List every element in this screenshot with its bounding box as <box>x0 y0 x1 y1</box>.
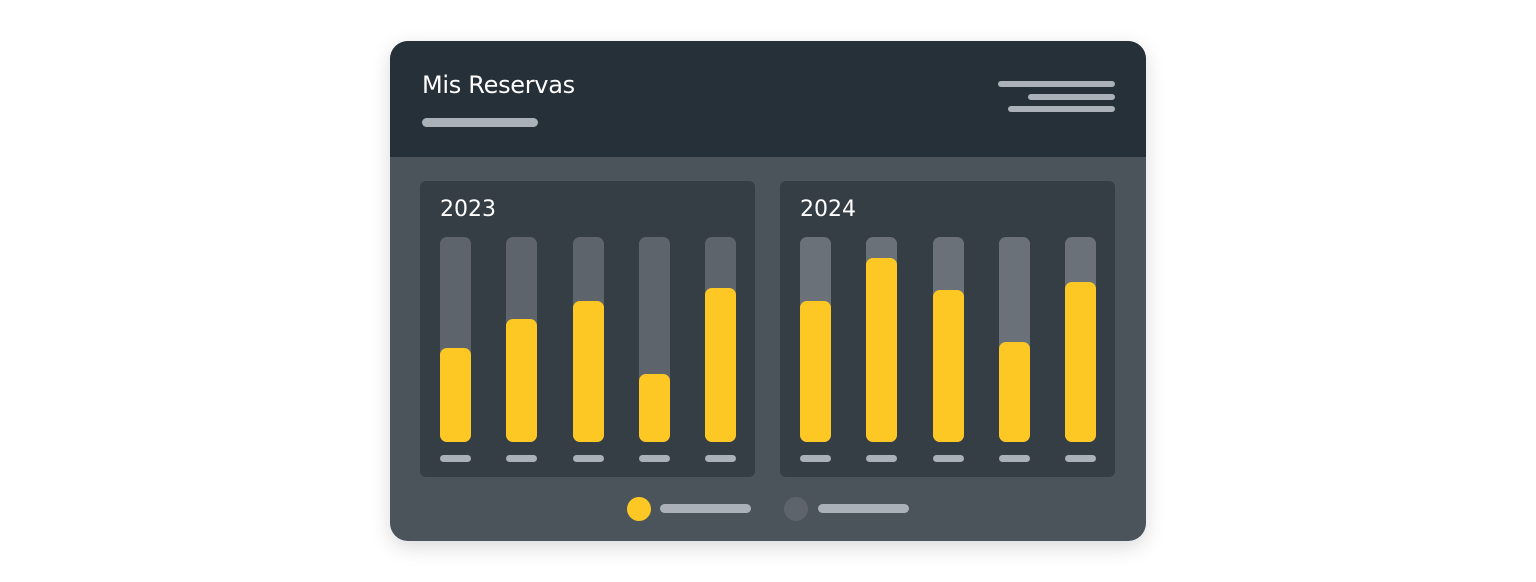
bar-track <box>506 237 538 442</box>
bar-track <box>1065 237 1097 442</box>
page-title: Mis Reservas <box>422 71 575 99</box>
reservations-card: Mis Reservas 2023 2024 <box>390 41 1146 541</box>
x-tick-placeholder <box>800 455 831 462</box>
x-tick-placeholder <box>440 455 471 462</box>
x-tick-placeholder <box>866 455 898 462</box>
subtitle-placeholder <box>422 118 538 127</box>
legend-swatch-secondary <box>784 497 808 521</box>
bar <box>705 288 737 442</box>
bar <box>440 347 471 442</box>
bar-track <box>800 237 831 442</box>
legend-label-placeholder <box>818 504 909 513</box>
bar <box>638 374 670 442</box>
x-tick-placeholder <box>998 455 1030 462</box>
chart-title: 2023 <box>440 197 496 222</box>
legend-label-placeholder <box>660 504 751 513</box>
bar <box>506 319 538 442</box>
x-tick-placeholder <box>572 455 604 462</box>
bar <box>866 257 898 442</box>
bar-track <box>932 237 964 442</box>
bar <box>932 290 964 442</box>
bar <box>998 341 1030 442</box>
bar-track <box>866 237 898 442</box>
x-tick-placeholder <box>506 455 538 462</box>
bar-track <box>572 237 604 442</box>
bar-track <box>440 237 471 442</box>
bar <box>1065 282 1097 442</box>
bar <box>800 300 831 442</box>
bar-track <box>705 237 737 442</box>
bar-track <box>638 237 670 442</box>
bar <box>572 300 604 442</box>
legend-swatch-primary <box>627 497 651 521</box>
chart-panel-2023: 2023 <box>420 181 755 477</box>
x-tick-placeholder <box>705 455 737 462</box>
x-tick-placeholder <box>1065 455 1097 462</box>
card-header: Mis Reservas <box>390 41 1146 157</box>
chart-title: 2024 <box>800 197 856 222</box>
x-tick-placeholder <box>932 455 964 462</box>
bar-track <box>998 237 1030 442</box>
chart-panel-2024: 2024 <box>780 181 1115 477</box>
x-tick-placeholder <box>638 455 670 462</box>
